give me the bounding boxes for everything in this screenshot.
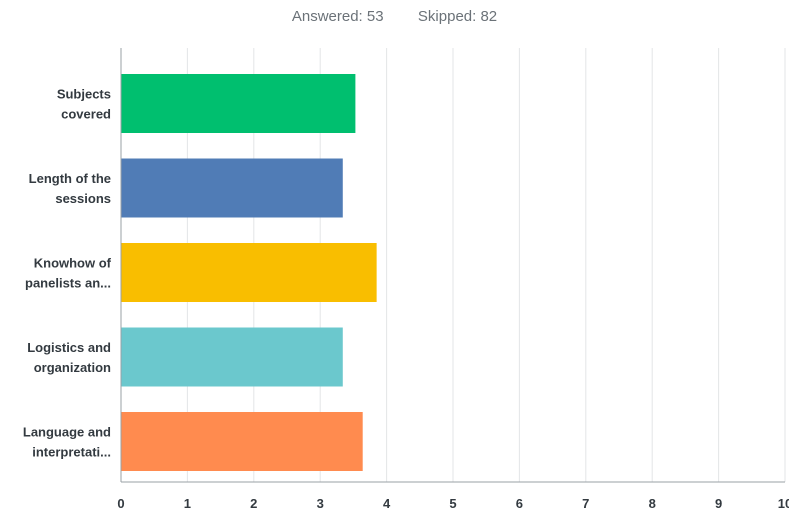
bar-2 [121,158,343,218]
skipped-count: 82 [480,8,498,25]
category-label-line: Language and [23,425,111,440]
bar-5 [121,412,363,471]
category-label: Knowhow of panelists an... [25,256,112,291]
x-tick-label: 6 [516,496,523,511]
tick-labels: 0 1 2 3 4 5 6 7 8 9 10 [117,496,789,511]
axes [120,48,785,483]
x-tick-label: 5 [449,496,456,511]
x-tick-label: 2 [250,496,257,511]
x-tick-label: 1 [184,496,191,511]
category-label-line: Knowhow of [34,256,112,271]
response-summary: Answered: 53 Skipped: 82 [0,8,789,25]
bar-1 [121,74,356,133]
category-label: Length of the sessions [29,171,111,206]
gridlines [186,48,786,482]
category-label-line: organization [34,360,111,375]
x-tick-label: 10 [778,496,789,511]
skipped-label: Skipped: [417,8,477,25]
category-label-line: Length of the [29,171,111,186]
category-label-line: Logistics and [27,340,111,355]
x-tick-label: 7 [582,496,589,511]
category-label-line: sessions [55,191,111,206]
category-label-line: interpretati... [32,445,111,460]
x-tick-label: 3 [317,496,324,511]
category-label-line: panelists an... [25,276,111,291]
x-tick-label: 8 [649,496,656,511]
category-label-line: Subjects [57,87,111,102]
category-label: Subjects covered [57,87,111,122]
category-label-line: covered [61,107,111,122]
x-tick-label: 9 [715,496,722,511]
bar-3 [121,243,377,302]
x-tick-label: 4 [383,496,391,511]
category-label: Logistics and organization [27,340,111,375]
answered-count: 53 [366,8,384,25]
bars [121,74,377,471]
category-labels: Subjects covered Length of the sessions Know… [23,87,112,460]
x-tick-label: 0 [117,496,124,511]
answered-label: Answered: [291,8,363,25]
category-label: Language and interpretati... [23,425,111,460]
bar-4 [121,327,343,387]
